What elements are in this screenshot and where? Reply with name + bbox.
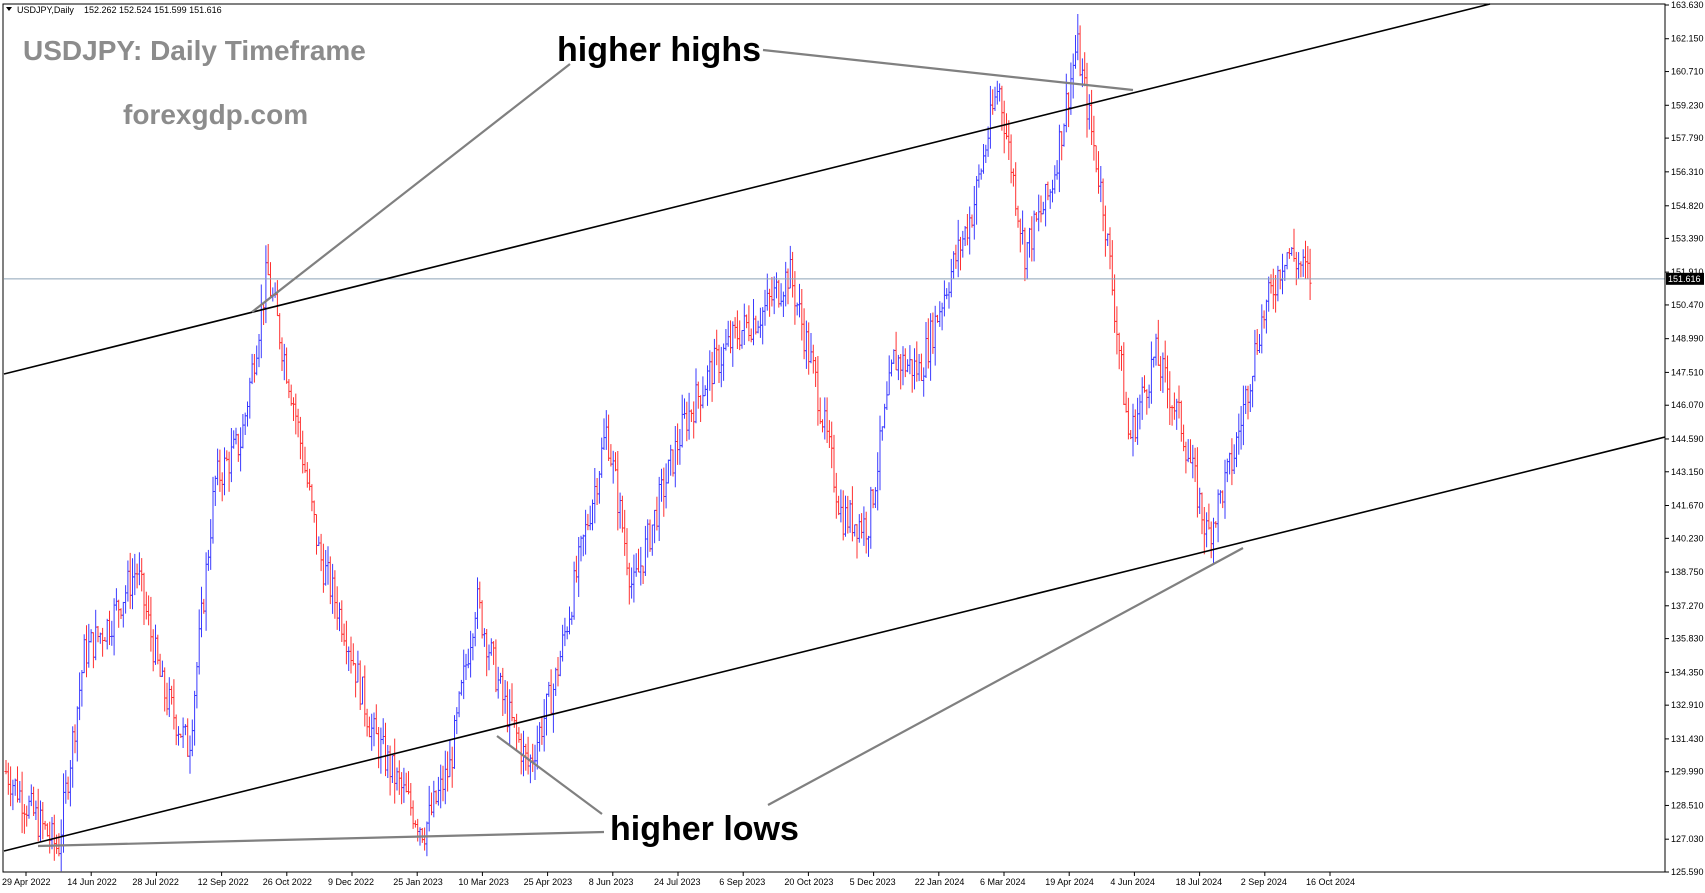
x-tick-label: 16 Oct 2024 bbox=[1306, 877, 1355, 887]
y-tick-label: 156.310 bbox=[1671, 167, 1704, 177]
y-tick-label: 146.070 bbox=[1671, 400, 1704, 410]
y-tick-label: 141.670 bbox=[1671, 501, 1704, 511]
y-tick-label: 131.430 bbox=[1671, 734, 1704, 744]
higher-highs-label: higher highs bbox=[557, 31, 761, 69]
y-tick-label: 151.910 bbox=[1671, 267, 1704, 277]
symbol-arrow-icon bbox=[6, 7, 12, 11]
x-tick-label: 29 Apr 2022 bbox=[2, 877, 51, 887]
ohlc-values: 152.262 152.524 151.599 151.616 bbox=[84, 5, 222, 15]
y-tick-label: 157.790 bbox=[1671, 133, 1704, 143]
watermark-title: USDJPY: Daily Timeframe bbox=[23, 35, 366, 66]
x-tick-label: 26 Oct 2022 bbox=[263, 877, 312, 887]
y-tick-label: 132.910 bbox=[1671, 700, 1704, 710]
x-tick-label: 12 Sep 2022 bbox=[198, 877, 249, 887]
y-tick-label: 153.390 bbox=[1671, 233, 1704, 243]
y-tick-label: 140.230 bbox=[1671, 533, 1704, 543]
higher-highs-pointer-left bbox=[251, 63, 571, 313]
y-tick-label: 163.630 bbox=[1671, 0, 1704, 10]
y-tick-label: 125.590 bbox=[1671, 867, 1704, 877]
y-tick-label: 143.150 bbox=[1671, 467, 1704, 477]
x-tick-label: 6 Mar 2024 bbox=[980, 877, 1026, 887]
x-tick-label: 2 Sep 2024 bbox=[1241, 877, 1287, 887]
y-tick-label: 129.990 bbox=[1671, 767, 1704, 777]
y-tick-label: 147.510 bbox=[1671, 367, 1704, 377]
x-tick-label: 28 Jul 2022 bbox=[132, 877, 179, 887]
y-tick-label: 162.150 bbox=[1671, 34, 1704, 44]
x-tick-label: 25 Jan 2023 bbox=[393, 877, 443, 887]
x-tick-label: 20 Oct 2023 bbox=[784, 877, 833, 887]
x-tick-label: 14 Jun 2022 bbox=[67, 877, 117, 887]
y-tick-label: 144.590 bbox=[1671, 434, 1704, 444]
x-tick-label: 10 Mar 2023 bbox=[458, 877, 509, 887]
y-tick-label: 137.270 bbox=[1671, 601, 1704, 611]
higher-lows-pointer-left bbox=[37, 830, 605, 848]
lines-layer bbox=[3, 3, 1666, 852]
current-price-tag bbox=[1666, 272, 1704, 285]
x-tick-label: 25 Apr 2023 bbox=[524, 877, 573, 887]
y-tick-label: 135.830 bbox=[1671, 634, 1704, 644]
x-tick-label: 24 Jul 2023 bbox=[654, 877, 701, 887]
x-tick-label: 8 Jun 2023 bbox=[589, 877, 634, 887]
y-tick-label: 138.750 bbox=[1671, 567, 1704, 577]
plot-frame bbox=[2, 3, 1666, 873]
y-tick-label: 127.030 bbox=[1671, 834, 1704, 844]
higher-lows-pointer-mid bbox=[496, 735, 603, 815]
x-tick-label: 19 Apr 2024 bbox=[1045, 877, 1094, 887]
candles-layer bbox=[4, 14, 1312, 872]
symbol-label: USDJPY,Daily bbox=[17, 5, 74, 15]
higher-lows-label: higher lows bbox=[610, 810, 799, 848]
y-tick-label: 150.470 bbox=[1671, 300, 1704, 310]
y-tick-label: 154.820 bbox=[1671, 201, 1704, 211]
y-tick-label: 134.350 bbox=[1671, 667, 1704, 677]
x-tick-label: 9 Dec 2022 bbox=[328, 877, 374, 887]
x-tick-label: 5 Dec 2023 bbox=[850, 877, 896, 887]
y-tick-label: 160.710 bbox=[1671, 67, 1704, 77]
higher-highs-pointer-right bbox=[762, 48, 1134, 92]
x-tick-label: 18 Jul 2024 bbox=[1176, 877, 1223, 887]
x-tick-label: 22 Jan 2024 bbox=[915, 877, 965, 887]
y-tick-label: 128.510 bbox=[1671, 800, 1704, 810]
x-tick-label: 6 Sep 2023 bbox=[719, 877, 765, 887]
y-tick-label: 148.990 bbox=[1671, 334, 1704, 344]
text-layer: USDJPY,Daily 152.262 152.524 151.599 151.… bbox=[6, 5, 799, 848]
upper-channel-line bbox=[3, 3, 1491, 375]
lower-channel-line bbox=[3, 436, 1666, 852]
current-price-label: 151.616 bbox=[1668, 274, 1701, 284]
x-tick-label: 4 Jun 2024 bbox=[1110, 877, 1155, 887]
y-tick-label: 159.230 bbox=[1671, 100, 1704, 110]
watermark-site: forexgdp.com bbox=[123, 99, 308, 130]
higher-lows-pointer-right bbox=[767, 547, 1244, 806]
